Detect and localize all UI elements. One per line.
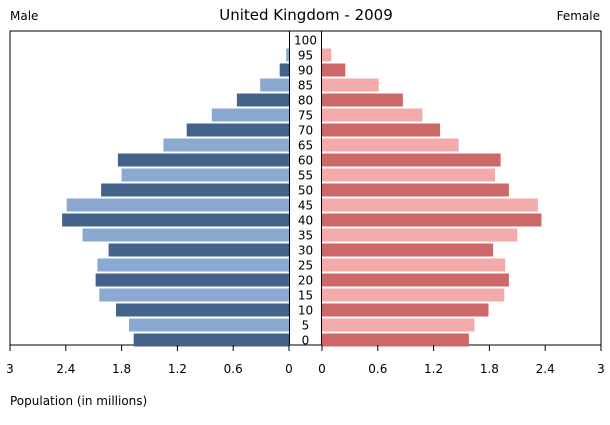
chart-title: United Kingdom - 2009 <box>219 6 393 24</box>
age-label-100: 100 <box>294 34 317 48</box>
male-bar-age-50 <box>101 183 289 197</box>
age-label-35: 35 <box>298 229 313 243</box>
female-bars <box>322 48 542 347</box>
male-bar-age-25 <box>97 258 290 272</box>
age-label-30: 30 <box>298 244 313 258</box>
female-bar-age-45 <box>322 198 538 212</box>
male-bar-age-5 <box>129 318 289 332</box>
male-bar-age-65 <box>163 138 289 152</box>
age-label-85: 85 <box>298 79 313 93</box>
male-label: Male <box>10 9 38 23</box>
male-bar-age-85 <box>260 78 289 92</box>
male-bar-age-0 <box>133 333 289 347</box>
male-bar-age-55 <box>121 168 289 182</box>
age-label-5: 5 <box>302 319 310 333</box>
male-bar-age-70 <box>186 123 289 137</box>
female-bar-age-60 <box>322 153 501 167</box>
male-bar-age-45 <box>66 198 289 212</box>
x-axis-ticks: 3 2.4 1.8 1.2 0.6 0 0 0.6 1.2 1.8 2.4 3 <box>6 345 605 376</box>
female-bar-age-30 <box>322 243 494 257</box>
age-label-90: 90 <box>298 64 313 78</box>
age-label-95: 95 <box>298 49 313 63</box>
female-bar-age-20 <box>322 273 509 287</box>
female-bar-age-70 <box>322 123 441 137</box>
male-bar-age-80 <box>236 93 289 107</box>
male-bar-age-15 <box>99 288 289 302</box>
female-bar-age-80 <box>322 93 403 107</box>
x-tick-right-2-4: 2.4 <box>536 362 555 376</box>
female-bar-age-15 <box>322 288 505 302</box>
age-label-15: 15 <box>298 289 313 303</box>
female-bar-age-10 <box>322 303 489 317</box>
age-label-55: 55 <box>298 169 313 183</box>
female-bar-age-50 <box>322 183 509 197</box>
x-tick-right-0-6: 0.6 <box>368 362 387 376</box>
age-label-25: 25 <box>298 259 313 273</box>
female-bar-age-90 <box>322 63 346 77</box>
female-bar-age-65 <box>322 138 459 152</box>
age-label-0: 0 <box>302 334 310 348</box>
male-bar-age-40 <box>62 213 289 227</box>
x-tick-right-3: 3 <box>597 362 605 376</box>
female-bar-age-55 <box>322 168 495 182</box>
age-label-65: 65 <box>298 139 313 153</box>
age-label-70: 70 <box>298 124 313 138</box>
x-tick-left-2-4: 2.4 <box>56 362 75 376</box>
female-bar-age-5 <box>322 318 475 332</box>
male-bar-age-35 <box>82 228 289 242</box>
x-tick-right-1-8: 1.8 <box>480 362 499 376</box>
x-tick-left-1-2: 1.2 <box>168 362 187 376</box>
female-bar-age-95 <box>322 48 332 62</box>
male-bar-age-30 <box>108 243 289 257</box>
female-bar-age-40 <box>322 213 542 227</box>
x-tick-right-1-2: 1.2 <box>424 362 443 376</box>
age-label-75: 75 <box>298 109 313 123</box>
female-label: Female <box>557 9 600 23</box>
age-label-10: 10 <box>298 304 313 318</box>
x-axis-label: Population (in millions) <box>10 394 147 408</box>
x-tick-left-3: 3 <box>6 362 14 376</box>
male-bar-age-10 <box>116 303 289 317</box>
male-bar-age-75 <box>211 108 289 122</box>
male-bar-age-90 <box>279 63 289 77</box>
x-tick-left-0: 0 <box>285 362 293 376</box>
age-label-60: 60 <box>298 154 313 168</box>
female-bar-age-85 <box>322 78 379 92</box>
age-label-40: 40 <box>298 214 313 228</box>
age-labels: 0510152025303540455055606570758085909510… <box>294 34 317 348</box>
female-bar-age-0 <box>322 333 469 347</box>
male-bars <box>62 48 290 347</box>
female-bar-age-75 <box>322 108 423 122</box>
age-label-45: 45 <box>298 199 313 213</box>
x-tick-left-0-6: 0.6 <box>224 362 243 376</box>
male-bar-age-20 <box>95 273 289 287</box>
male-bar-age-95 <box>286 48 289 62</box>
x-tick-left-1-8: 1.8 <box>112 362 131 376</box>
age-label-80: 80 <box>298 94 313 108</box>
male-bar-age-60 <box>117 153 290 167</box>
x-tick-right-0: 0 <box>318 362 326 376</box>
age-label-20: 20 <box>298 274 313 288</box>
age-label-50: 50 <box>298 184 313 198</box>
female-bar-age-25 <box>322 258 506 272</box>
plot-frame <box>9 30 602 346</box>
female-bar-age-35 <box>322 228 518 242</box>
